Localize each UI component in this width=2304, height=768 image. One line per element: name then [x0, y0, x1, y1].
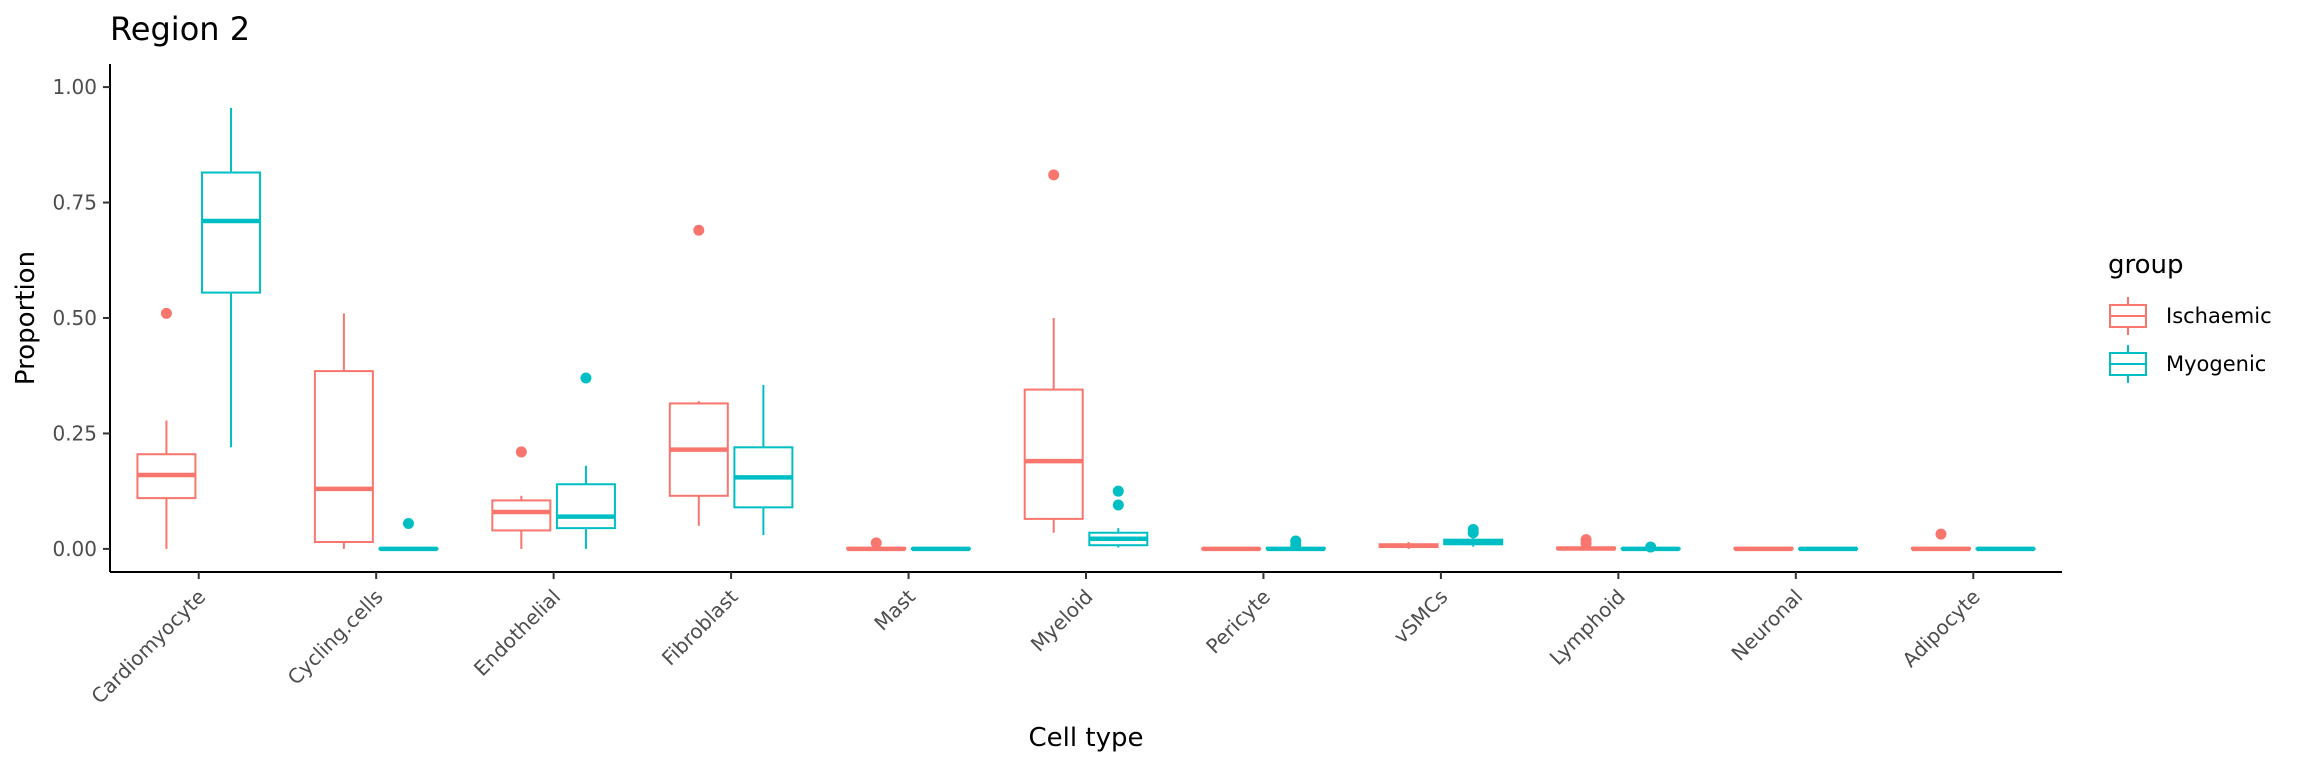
box-myogenic-lymphoid — [1620, 541, 1681, 553]
box-ischaemic-adipocyte — [1910, 528, 1971, 552]
outlier-point — [1112, 485, 1124, 497]
x-tick-label: Endothelial — [469, 585, 565, 681]
y-axis-title: Proportion — [11, 251, 41, 385]
outlier-point — [1580, 534, 1592, 546]
box-myogenic-mast — [910, 546, 971, 552]
legend-item-myogenic: Myogenic — [2109, 345, 2266, 383]
box-ischaemic-fibroblast — [668, 224, 729, 526]
box-myogenic-vsmcs — [1443, 524, 1504, 547]
box-ischaemic-neuronal — [1733, 546, 1794, 552]
y-tick-label: 0.50 — [52, 306, 97, 330]
legend-label: Ischaemic — [2166, 304, 2272, 328]
box-ischaemic-vsmcs — [1378, 541, 1439, 549]
box-ischaemic-cycling-cells — [313, 313, 374, 549]
outlier-point — [693, 224, 705, 236]
x-tick-label: Cardiomyocyte — [86, 585, 210, 709]
box-ischaemic-pericyte — [1201, 546, 1262, 552]
box-ischaemic-cardiomyocyte — [136, 307, 197, 549]
box-iqr — [313, 370, 374, 543]
legend-label: Myogenic — [2166, 352, 2266, 376]
outlier-point — [1467, 524, 1479, 536]
box-myogenic-fibroblast — [733, 384, 794, 536]
box-myogenic-neuronal — [1798, 546, 1859, 552]
plot-area — [136, 107, 2036, 553]
outlier-point — [1048, 169, 1060, 181]
box-iqr — [491, 499, 552, 532]
x-tick-label: Pericyte — [1201, 585, 1275, 659]
x-tick-label: Lymphoid — [1545, 585, 1630, 670]
y-axis-ticks: 0.00 0.25 0.50 0.75 1.00 — [52, 75, 110, 561]
x-tick-label: Fibroblast — [657, 584, 743, 670]
outlier-point — [1112, 499, 1124, 511]
box-myogenic-myeloid — [1088, 485, 1149, 548]
x-axis-title: Cell type — [1029, 723, 1144, 753]
box-myogenic-cycling-cells — [378, 518, 439, 552]
legend: group Ischaemic Myogenic — [2108, 250, 2272, 383]
box-ischaemic-mast — [846, 537, 907, 552]
y-tick-label: 0.00 — [52, 537, 97, 561]
outlier-point — [1935, 528, 1947, 540]
box-myogenic-endothelial — [555, 372, 616, 549]
x-tick-label: Adipocyte — [1897, 585, 1984, 672]
x-tick-label: Cycling.cells — [283, 585, 388, 690]
x-axis-ticks: Cardiomyocyte Cycling.cells Endothelial Fib… — [86, 572, 1985, 709]
x-tick-label: Myeloid — [1026, 585, 1098, 657]
chart-title: Region 2 — [110, 10, 250, 48]
y-tick-label: 0.25 — [52, 421, 97, 445]
x-tick-label: vSMCs — [1389, 585, 1453, 649]
y-tick-label: 1.00 — [52, 75, 97, 99]
outlier-point — [580, 372, 592, 384]
y-tick-label: 0.75 — [52, 191, 97, 215]
box-ischaemic-endothelial — [491, 446, 552, 549]
legend-item-ischaemic: Ischaemic — [2109, 297, 2272, 335]
outlier-point — [515, 446, 527, 458]
box-myogenic-cardiomyocyte — [201, 107, 262, 448]
outlier-point — [402, 518, 414, 530]
legend-title: group — [2108, 250, 2184, 280]
box-ischaemic-lymphoid — [1556, 534, 1617, 551]
box-myogenic-pericyte — [1265, 535, 1326, 552]
box-ischaemic-myeloid — [1023, 169, 1084, 533]
box-iqr — [555, 483, 616, 530]
outlier-point — [160, 307, 172, 319]
box-iqr — [201, 171, 262, 294]
outlier-point — [1645, 541, 1657, 553]
outlier-point — [1290, 535, 1302, 547]
box-myogenic-adipocyte — [1975, 546, 2036, 552]
x-tick-label: Neuronal — [1726, 585, 1807, 666]
x-tick-label: Mast — [869, 584, 920, 635]
outlier-point — [870, 537, 882, 549]
box-iqr — [1023, 388, 1084, 520]
